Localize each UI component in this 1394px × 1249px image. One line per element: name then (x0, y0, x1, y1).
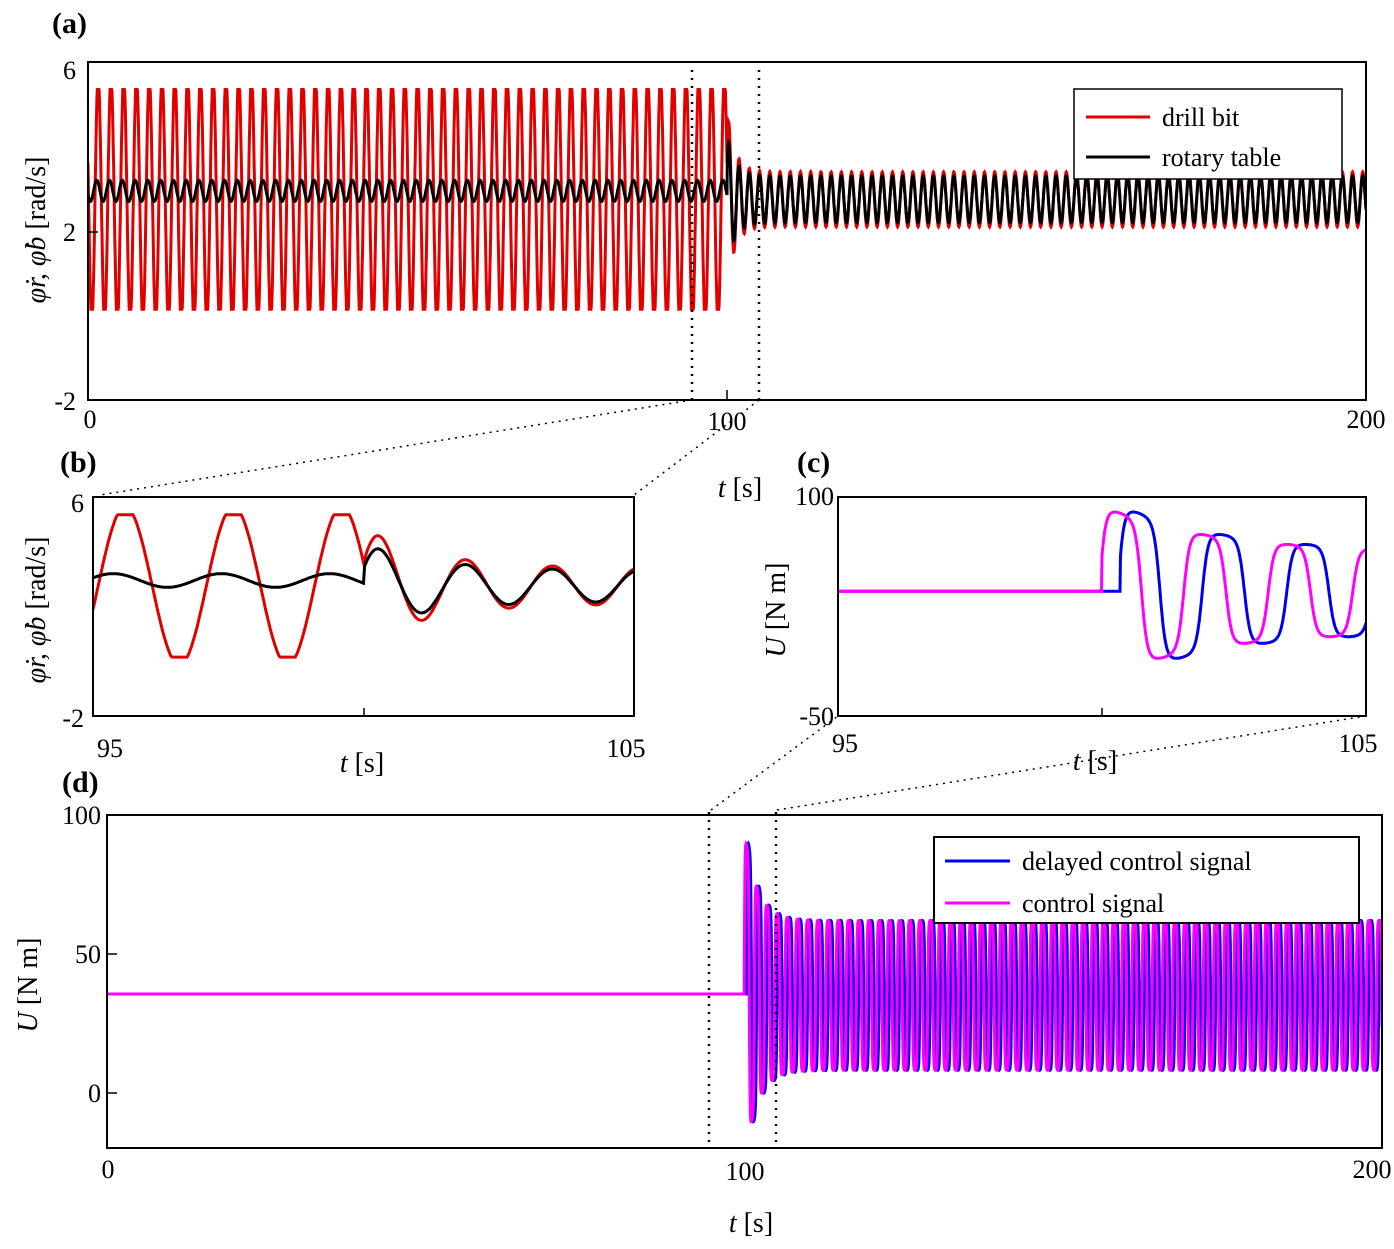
panel-b-xlabel: t [s] (340, 748, 384, 779)
rotary-table-line-a (88, 138, 1366, 243)
panel-a-xlabel: t [s] (718, 473, 762, 504)
panel-d-ytick-0: 0 (88, 1079, 101, 1108)
panel-a-xtick-0: 0 (84, 405, 97, 434)
panel-b-frame (92, 496, 635, 717)
panel-b-xtick-95: 95 (97, 734, 123, 763)
zoom-connector-left-dc (710, 715, 839, 811)
panel-d-xtick-100: 100 (726, 1157, 765, 1186)
panel-a-ytick-6: 6 (63, 56, 76, 85)
panel-a-xtick-100: 100 (708, 407, 747, 436)
panel-d: (d) 100 50 0 0 100 200 U [N m] t [s] del… (13, 766, 1392, 1239)
panel-a: (a) 6 2 -2 0 100 200 φ̇r, φ̇b [rad/s] t … (21, 7, 1386, 504)
panel-d-frame (106, 814, 1383, 1149)
panel-d-label: (d) (62, 766, 99, 799)
panel-c-label: (c) (797, 446, 830, 479)
control-line-c (838, 510, 1366, 660)
panel-d-ytick-100: 100 (62, 801, 101, 830)
panel-d-legend-box (933, 836, 1360, 924)
panel-d-ytick-50: 50 (75, 940, 101, 969)
panel-d-xtick-0: 0 (102, 1155, 115, 1184)
panel-c-ytick-100: 100 (795, 482, 834, 511)
zoom-connector-left-ab (99, 399, 693, 496)
panel-c-xtick-95: 95 (832, 729, 858, 758)
panel-a-label: (a) (52, 7, 87, 40)
panel-a-xtick-200: 200 (1347, 405, 1386, 434)
legend-label-drill-bit: drill bit (1162, 103, 1240, 132)
panel-b-label: (b) (60, 446, 97, 479)
panel-c-ylabel: U [N m] (761, 563, 792, 658)
panel-a-ytick-neg2: -2 (54, 387, 76, 416)
panel-a-ytick-2: 2 (63, 218, 76, 247)
panel-c-xlabel: t [s] (1073, 746, 1117, 777)
panel-b-ytick-neg2: -2 (62, 704, 84, 733)
legend-label-control: control signal (1022, 889, 1164, 918)
zoom-connector-right-ab (633, 399, 760, 496)
rotary-table-line-b (93, 547, 634, 615)
panel-d-xtick-200: 200 (1353, 1155, 1392, 1184)
panel-a-legend-box (1073, 88, 1343, 180)
panel-c-frame (837, 496, 1367, 717)
panel-b: (b) 6 -2 95 105 φ̇r, φ̇b [rad/s] t [s] (21, 446, 646, 779)
control-line-d (107, 840, 1382, 1124)
panel-c-ytick-neg50: -50 (799, 702, 834, 731)
panel-d-xlabel: t [s] (729, 1208, 773, 1239)
panel-c: (c) 100 -50 95 105 U [N m] t [s] (761, 446, 1378, 777)
panel-c-xtick-105: 105 (1339, 729, 1378, 758)
panel-b-xtick-105: 105 (607, 734, 646, 763)
panel-d-legend: delayed control signal control signal (933, 836, 1360, 924)
legend-label-rotary-table: rotary table (1162, 143, 1281, 172)
panel-b-ylabel: φ̇r, φ̇b [rad/s] (21, 537, 52, 684)
panel-b-ytick-6: 6 (71, 489, 84, 518)
drill-bit-line-b (93, 513, 634, 659)
zoom-connector-right-dc (776, 715, 1367, 811)
legend-label-delayed-control: delayed control signal (1022, 847, 1252, 876)
panel-d-ylabel: U [N m] (13, 938, 44, 1033)
panel-a-ylabel: φ̇r, φ̇b [rad/s] (21, 157, 52, 304)
panel-a-legend: drill bit rotary table (1073, 88, 1343, 180)
